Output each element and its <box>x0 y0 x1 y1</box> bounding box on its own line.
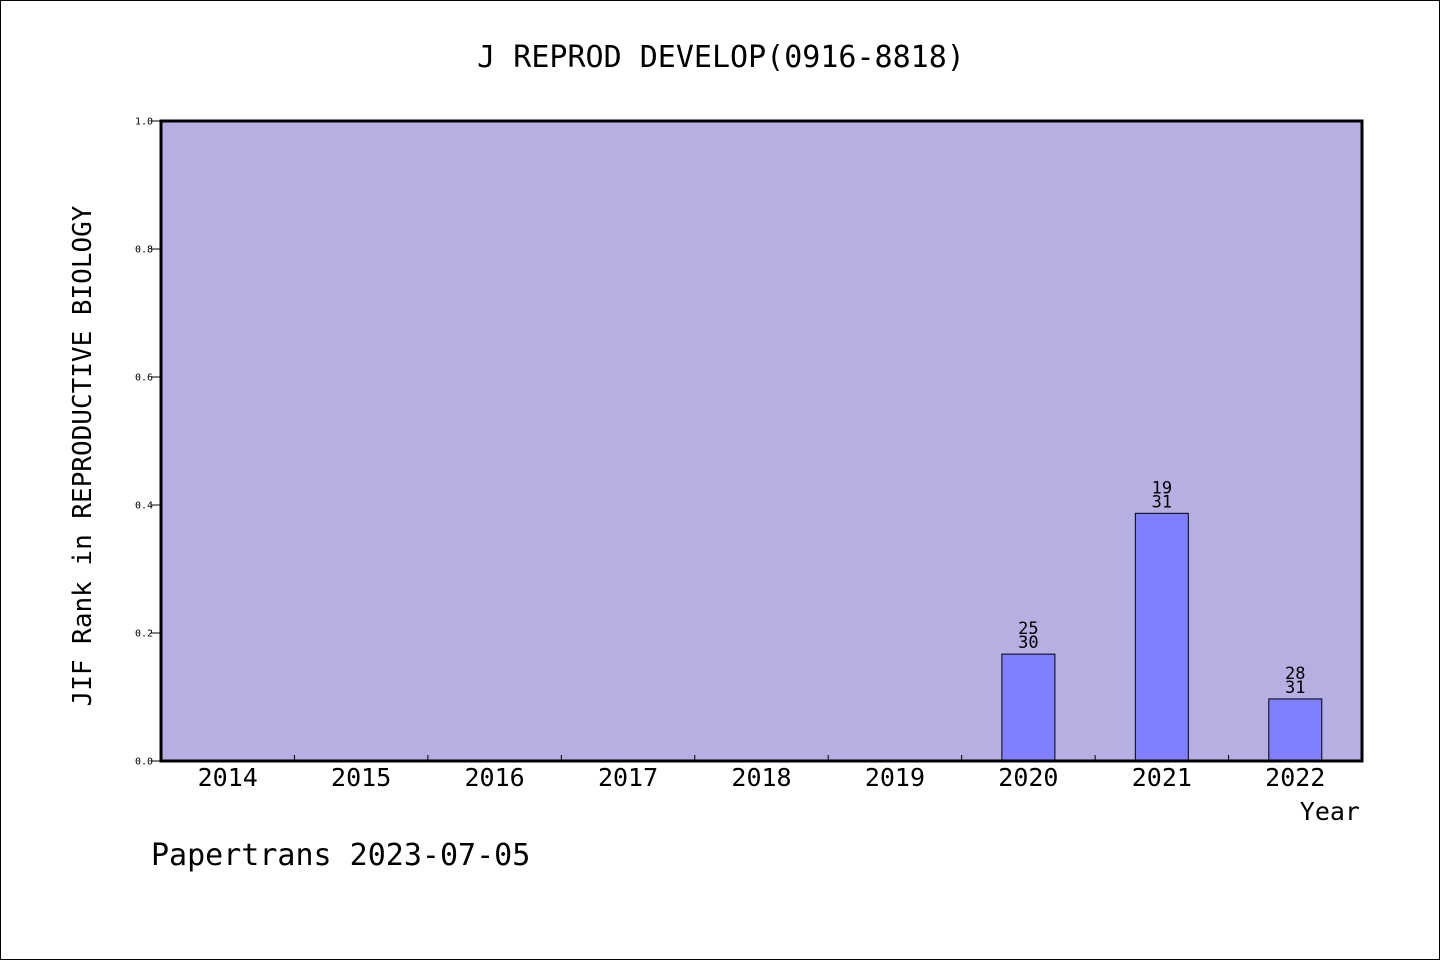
bar-label-total: 31 <box>1285 678 1305 698</box>
x-tick-label: 2018 <box>731 763 791 792</box>
bar-label-rank: 25 <box>1018 619 1038 639</box>
x-tick-label: 2021 <box>1132 763 1192 792</box>
y-tick-label: 0.2 <box>135 629 153 640</box>
bar-label-total: 30 <box>1018 633 1038 653</box>
x-tick-label: 2016 <box>465 763 525 792</box>
bar-2021 <box>1134 512 1189 762</box>
x-tick-label: 2020 <box>998 763 1058 792</box>
footer-stamp: Papertrans 2023-07-05 <box>151 838 530 873</box>
y-tick-label: 0.6 <box>135 373 153 384</box>
chart-title: J REPROD DEVELOP(0916-8818) <box>477 40 965 75</box>
bar-label-rank: 19 <box>1152 478 1172 498</box>
bar-label-total: 31 <box>1152 492 1172 512</box>
plot-border <box>159 119 1364 763</box>
y-tick-label: 0.4 <box>135 501 153 512</box>
x-tick-label: 2014 <box>198 763 258 792</box>
x-tick-label: 2022 <box>1265 763 1325 792</box>
y-axis-ticks: 0.0 0.2 0.4 0.6 0.8 1.0 <box>135 117 161 768</box>
bars <box>1001 512 1323 762</box>
x-tick-label: 2017 <box>598 763 658 792</box>
y-axis-label: JIF Rank in REPRODUCTIVE BIOLOGY <box>68 205 98 706</box>
bar-2020 <box>1001 653 1056 762</box>
x-tick-label: 2019 <box>865 763 925 792</box>
x-axis-label: Year <box>1300 797 1360 826</box>
y-tick-label: 1.0 <box>135 117 153 128</box>
y-tick-label: 0.8 <box>135 245 153 256</box>
bar-label-rank: 28 <box>1285 664 1305 684</box>
bar-2022 <box>1268 698 1323 762</box>
x-axis-ticks: 2014 2015 2016 2017 2018 2019 2020 2021 2022 <box>198 755 1325 792</box>
y-tick-label: 0.0 <box>135 757 153 768</box>
x-tick-label: 2015 <box>331 763 391 792</box>
